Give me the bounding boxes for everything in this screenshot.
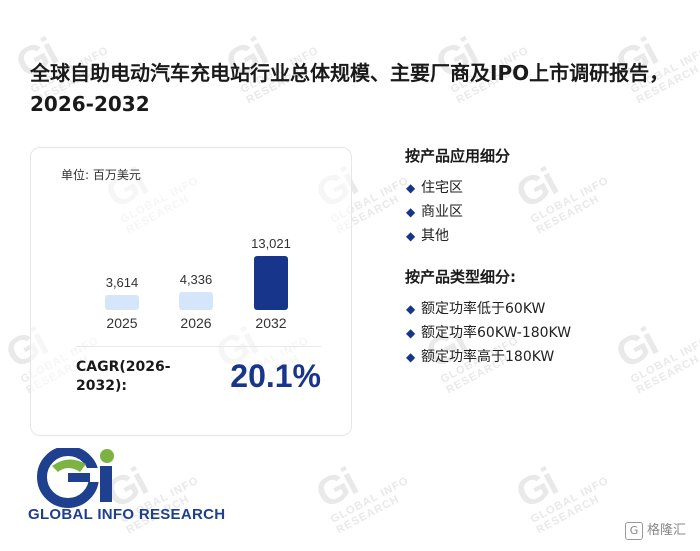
cagr-value: 20.1% [230, 358, 321, 394]
bullet-icon: ◆ [406, 302, 416, 316]
bar-chart: 3,614 2025 4,336 2026 13,021 2032 [105, 236, 291, 331]
section-title-application: 按产品应用细分 [405, 147, 511, 165]
company-logo: GLOBAL INFO RESEARCH [28, 446, 238, 528]
page-title: 全球自助电动汽车充电站行业总体规模、主要厂商及IPO上市调研报告，2026-20… [30, 61, 670, 116]
list-item: ◆ 住宅区 [405, 176, 571, 200]
list-item: ◆ 额定功率60KW-180KW [405, 321, 571, 345]
segments-panel: 按产品应用细分 ◆ 住宅区 ◆ 商业区 ◆ 其他 按产品类型细分: ◆ 额定功率低于60… [405, 145, 571, 387]
bullet-icon: ◆ [406, 350, 416, 364]
list-item: ◆ 商业区 [405, 200, 571, 224]
x-tick-2032: 2032 [255, 315, 286, 331]
x-tick-2025: 2025 [106, 315, 137, 331]
source-badge-text: 格隆汇 [646, 523, 686, 538]
bar-2026 [179, 292, 213, 310]
data-label-2032: 13,021 [251, 236, 291, 251]
bullet-icon: ◆ [406, 326, 416, 340]
source-badge: G 格隆汇 [624, 519, 686, 540]
bullet-icon: ◆ [406, 205, 416, 219]
section-title-type: 按产品类型细分: [405, 268, 516, 286]
bar-2025 [105, 295, 139, 310]
list-item: ◆ 其他 [405, 224, 571, 248]
data-label-2025: 3,614 [106, 275, 139, 290]
gelonghui-icon: G [624, 522, 643, 540]
list-item: ◆ 额定功率高于180KW [405, 345, 571, 369]
list-item: ◆ 额定功率低于60KW [405, 297, 571, 321]
gi-logo-icon [37, 446, 114, 508]
unit-label: 单位: 百万美元 [61, 168, 141, 182]
cagr-label: CAGR(2026-2032): [76, 359, 171, 394]
logo-text: GLOBAL INFO RESEARCH [28, 506, 226, 523]
application-list: ◆ 住宅区 ◆ 商业区 ◆ 其他 [405, 176, 571, 248]
card-divider [76, 346, 321, 347]
data-label-2026: 4,336 [180, 272, 213, 287]
bullet-icon: ◆ [406, 229, 416, 243]
market-size-card: 单位: 百万美元 3,614 2025 4,336 2026 13,021 2032 CA… [30, 147, 352, 436]
x-tick-2026: 2026 [180, 315, 211, 331]
bar-2032 [254, 256, 288, 310]
type-list: ◆ 额定功率低于60KW ◆ 额定功率60KW-180KW ◆ 额定功率高于180KW [405, 297, 571, 369]
bullet-icon: ◆ [406, 181, 416, 195]
